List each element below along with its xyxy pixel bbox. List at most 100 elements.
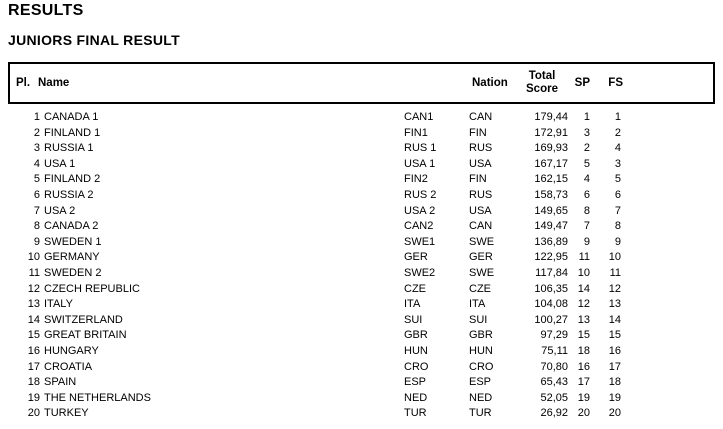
table-row: 9 SWEDEN 1 SWE1 SWE 136,89 9 9 (0, 235, 723, 251)
team-code-cell: GBR (404, 329, 428, 342)
total-score-cell: 117,84 (535, 266, 568, 279)
nation-cell: GER (469, 251, 493, 264)
col-header-name: Name (38, 77, 70, 89)
place-cell: 20 (27, 407, 40, 420)
table-row: 12 CZECH REPUBLIC CZE CZE 106,35 14 12 (0, 282, 723, 298)
total-score-cell: 136,89 (534, 235, 568, 248)
team-code-cell: HUN (404, 344, 428, 357)
table-row: 15 GREAT BRITAIN GBR GBR 97,29 15 15 (0, 328, 723, 344)
team-name-cell: CROATIA (44, 360, 93, 373)
nation-cell: CRO (469, 360, 494, 373)
sp-rank-cell: 3 (583, 126, 590, 139)
fs-rank-cell: 1 (614, 111, 621, 123)
fs-rank-cell: 13 (608, 298, 621, 311)
total-score-cell: 106,35 (534, 282, 568, 295)
place-cell: 14 (27, 313, 40, 326)
total-score-cell: 167,17 (534, 157, 568, 170)
col-header-total-score-line2: Score (526, 83, 558, 95)
sp-rank-cell: 9 (583, 235, 590, 248)
nation-cell: FIN (469, 173, 487, 186)
team-name-cell: FINLAND 1 (44, 126, 101, 139)
table-row: 17 CROATIA CRO CRO 70,80 16 17 (0, 360, 723, 376)
nation-cell: NED (469, 391, 493, 404)
team-name-cell: USA 1 (44, 157, 76, 170)
fs-rank-cell: 20 (608, 407, 621, 420)
fs-rank-cell: 6 (614, 188, 621, 201)
total-score-cell: 122,95 (534, 251, 568, 264)
sp-rank-cell: 8 (583, 204, 590, 217)
total-score-cell: 149,47 (534, 220, 568, 233)
team-name-cell: SPAIN (44, 376, 77, 389)
place-cell: 8 (33, 220, 40, 233)
sp-rank-cell: 5 (583, 157, 590, 170)
place-cell: 6 (33, 188, 40, 201)
total-score-cell: 158,73 (534, 188, 568, 201)
team-name-cell: RUSSIA 2 (44, 188, 94, 201)
fs-rank-cell: 5 (614, 173, 621, 186)
total-score-cell: 104,08 (534, 298, 568, 311)
team-code-cell: NED (404, 391, 428, 404)
nation-cell: FIN (469, 126, 487, 139)
fs-rank-cell: 18 (608, 376, 621, 389)
fs-rank-cell: 16 (608, 344, 621, 357)
team-name-cell: TURKEY (44, 407, 89, 420)
team-code-cell: CAN1 (404, 111, 434, 123)
nation-cell: GBR (469, 329, 493, 342)
table-row: 8 CANADA 2 CAN2 CAN 149,47 7 8 (0, 219, 723, 235)
fs-rank-cell: 4 (614, 142, 621, 155)
total-score-cell: 97,29 (540, 329, 568, 342)
fs-rank-cell: 3 (614, 157, 621, 170)
fs-rank-cell: 14 (608, 313, 621, 326)
nation-cell: SWE (469, 235, 495, 248)
fs-rank-cell: 11 (609, 266, 621, 279)
fs-rank-cell: 19 (608, 391, 621, 404)
page-title: RESULTS (8, 2, 84, 19)
place-cell: 18 (27, 376, 40, 389)
total-score-cell: 172,91 (534, 126, 568, 139)
table-row: 7 USA 2 USA 2 USA 149,65 8 7 (0, 204, 723, 220)
table-row: 14 SWITZERLAND SUI SUI 100,27 13 14 (0, 313, 723, 329)
place-cell: 2 (33, 126, 40, 139)
fs-rank-cell: 2 (614, 126, 621, 139)
table-row: 6 RUSSIA 2 RUS 2 RUS 158,73 6 6 (0, 188, 723, 204)
fs-rank-cell: 9 (614, 235, 621, 248)
place-cell: 1 (33, 111, 40, 123)
team-name-cell: CANADA 1 (44, 111, 99, 123)
team-name-cell: RUSSIA 1 (44, 142, 94, 155)
table-row: 2 FINLAND 1 FIN1 FIN 172,91 3 2 (0, 126, 723, 142)
place-cell: 13 (27, 298, 40, 311)
team-name-cell: GERMANY (44, 251, 100, 264)
place-cell: 17 (27, 360, 40, 373)
table-header-row: Pl. Name Nation Total Score SP FS (8, 62, 715, 104)
fs-rank-cell: 7 (614, 204, 621, 217)
nation-cell: CAN (469, 220, 493, 233)
team-code-cell: SUI (404, 313, 423, 326)
sp-rank-cell: 19 (577, 391, 590, 404)
total-score-cell: 26,92 (540, 407, 568, 420)
table-row: 18 SPAIN ESP ESP 65,43 17 18 (0, 375, 723, 391)
table-row: 11 SWEDEN 2 SWE2 SWE 117,84 10 11 (0, 266, 723, 282)
fs-rank-cell: 17 (608, 360, 621, 373)
col-header-total-score: Total Score (512, 70, 572, 96)
nation-cell: ITA (469, 298, 486, 311)
fs-rank-cell: 8 (614, 220, 621, 233)
nation-cell: HUN (469, 344, 493, 357)
sp-rank-cell: 11 (578, 251, 590, 264)
sp-rank-cell: 16 (577, 360, 590, 373)
table-row: 4 USA 1 USA 1 USA 167,17 5 3 (0, 157, 723, 173)
place-cell: 15 (27, 329, 40, 342)
team-name-cell: GREAT BRITAIN (44, 329, 127, 342)
team-code-cell: USA 1 (404, 157, 436, 170)
sp-rank-cell: 17 (577, 376, 590, 389)
nation-cell: USA (469, 204, 492, 217)
col-header-sp: SP (574, 77, 590, 89)
team-code-cell: RUS 1 (404, 142, 437, 155)
place-cell: 19 (27, 391, 40, 404)
team-name-cell: FINLAND 2 (44, 173, 101, 186)
nation-cell: ESP (469, 376, 492, 389)
sp-rank-cell: 6 (583, 188, 590, 201)
team-code-cell: SWE2 (404, 266, 436, 279)
team-name-cell: CZECH REPUBLIC (44, 282, 140, 295)
team-name-cell: SWITZERLAND (44, 313, 123, 326)
place-cell: 16 (27, 344, 40, 357)
